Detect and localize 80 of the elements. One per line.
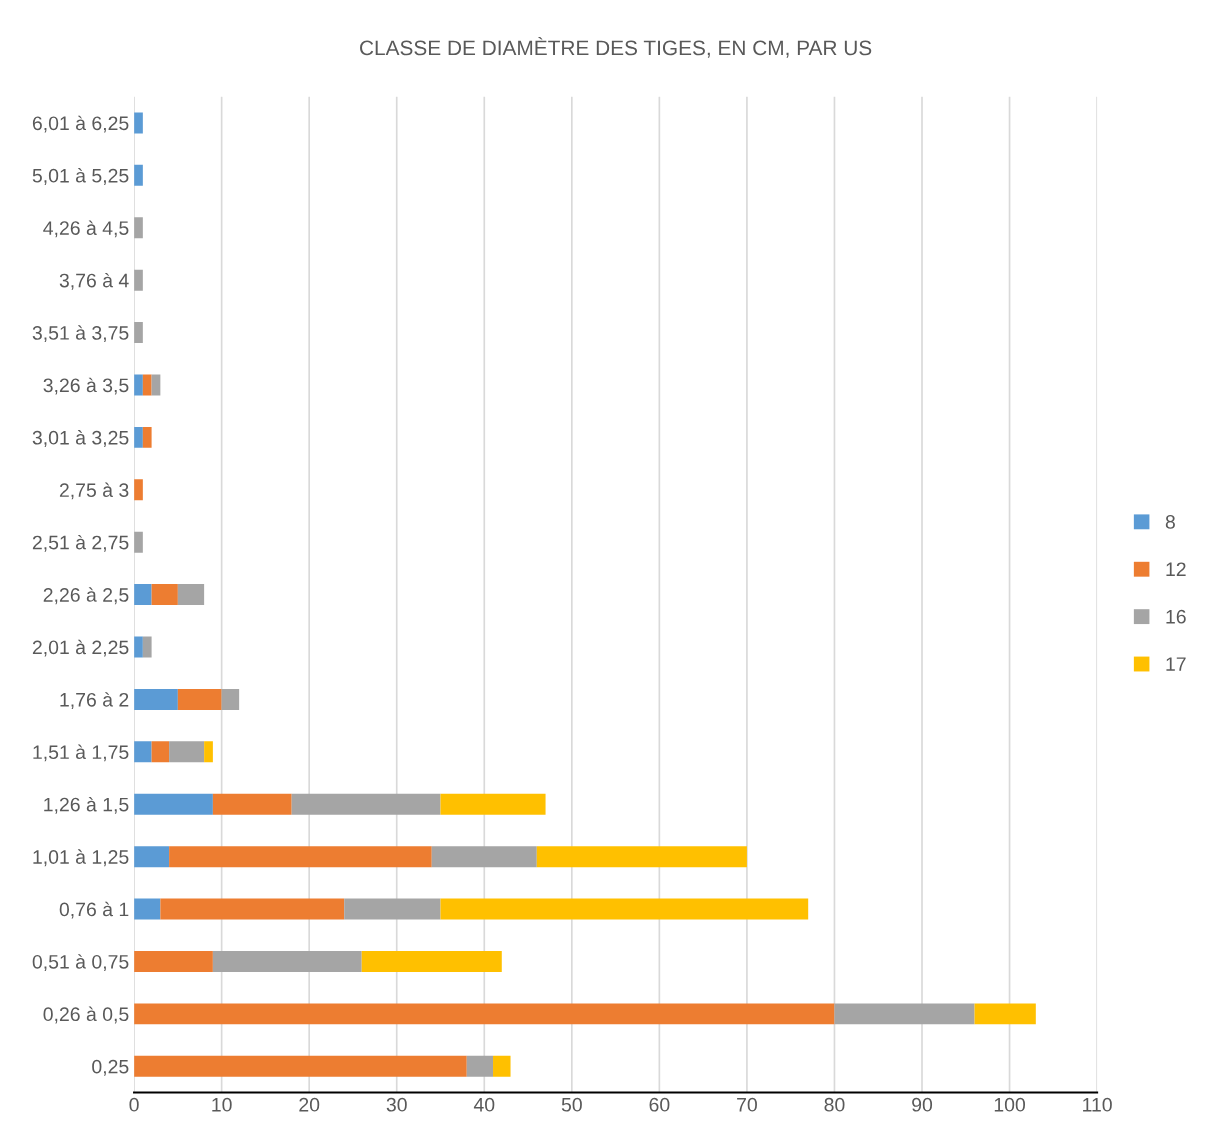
bar xyxy=(134,1055,467,1077)
bar xyxy=(134,426,143,448)
x-tick-label: 110 xyxy=(1083,1097,1112,1112)
y-tick-label: 0,26 à 0,5 xyxy=(43,1006,129,1024)
bar xyxy=(974,1003,1036,1025)
legend-label: 16 xyxy=(1166,609,1186,624)
bar xyxy=(134,741,152,763)
y-tick-label: 1,01 à 1,25 xyxy=(33,849,129,867)
x-tick-label: 10 xyxy=(212,1097,232,1112)
bar xyxy=(221,688,240,710)
bar xyxy=(177,688,222,710)
x-tick-label: 70 xyxy=(737,1097,757,1112)
bar xyxy=(169,846,432,868)
y-tick-label: 3,01 à 3,25 xyxy=(32,430,129,447)
x-tick-label: 20 xyxy=(299,1097,320,1112)
y-tick-label: 2,26 à 2,5 xyxy=(43,587,129,605)
x-tick-label: 60 xyxy=(649,1097,670,1112)
y-tick-label: 2,75 à 3 xyxy=(59,482,129,500)
y-tick-label: 2,51 à 2,75 xyxy=(32,534,129,552)
legend-label: 17 xyxy=(1166,657,1186,671)
bar xyxy=(142,374,152,396)
bar xyxy=(134,688,178,710)
x-tick-label: 30 xyxy=(386,1097,407,1112)
bar xyxy=(151,584,178,606)
bar xyxy=(160,898,345,920)
bar xyxy=(212,950,362,972)
bar xyxy=(134,950,213,972)
legend-label: 12 xyxy=(1166,562,1186,576)
bar xyxy=(151,374,161,396)
y-tick-label: 1,51 à 1,75 xyxy=(33,744,129,762)
bar xyxy=(134,217,143,239)
bar xyxy=(834,1003,975,1025)
y-tick-label: 1,26 à 1,5 xyxy=(44,796,129,814)
y-tick-label: 1,76 à 2 xyxy=(60,692,129,709)
bar xyxy=(134,164,143,186)
bar xyxy=(204,741,213,763)
y-tick-label: 3,26 à 3,5 xyxy=(43,377,129,395)
bar xyxy=(134,793,213,815)
y-tick-label: 3,51 à 3,75 xyxy=(32,325,129,343)
bar xyxy=(466,1055,494,1077)
y-tick-label: 2,01 à 2,25 xyxy=(32,639,129,657)
bar xyxy=(440,793,546,815)
bar xyxy=(134,479,143,501)
y-tick-label: 0,51 à 0,75 xyxy=(32,954,129,971)
bar xyxy=(177,584,205,606)
x-tick-label: 40 xyxy=(473,1097,495,1112)
bar xyxy=(212,793,292,815)
chart-title: CLASSE DE DIAMÈTRE DES TIGES, EN CM, PAR US xyxy=(360,37,872,58)
bar xyxy=(344,898,441,920)
bar xyxy=(134,1003,835,1025)
bar xyxy=(493,1055,511,1077)
x-tick-label: 90 xyxy=(912,1097,933,1112)
bar xyxy=(291,793,441,815)
bar xyxy=(134,269,143,291)
bar xyxy=(134,531,143,553)
bar xyxy=(169,741,205,763)
y-tick-label: 6,01 à 6,25 xyxy=(32,115,129,133)
bar xyxy=(142,426,152,448)
legend-label: 8 xyxy=(1165,515,1175,529)
bar xyxy=(134,112,143,134)
y-tick-label: 3,76 à 4 xyxy=(59,272,129,290)
y-tick-label: 0,25 xyxy=(92,1059,129,1076)
bar xyxy=(151,741,170,763)
bar xyxy=(431,846,537,868)
x-tick-label: 80 xyxy=(824,1097,845,1112)
bar xyxy=(361,950,502,972)
y-tick-label: 5,01 à 5,25 xyxy=(32,168,129,185)
bar xyxy=(134,898,161,920)
bar xyxy=(134,846,170,868)
y-tick-label: 0,76 à 1 xyxy=(59,901,129,919)
bar xyxy=(134,584,152,606)
bar xyxy=(134,374,143,396)
bar xyxy=(142,636,152,658)
x-tick-label: 100 xyxy=(994,1097,1026,1112)
x-tick-label: 50 xyxy=(561,1097,582,1112)
bar xyxy=(440,898,809,920)
bar xyxy=(536,846,747,868)
bar xyxy=(134,322,143,344)
x-tick-label: 0 xyxy=(129,1097,139,1112)
y-tick-label: 4,26 à 4,5 xyxy=(43,220,129,238)
